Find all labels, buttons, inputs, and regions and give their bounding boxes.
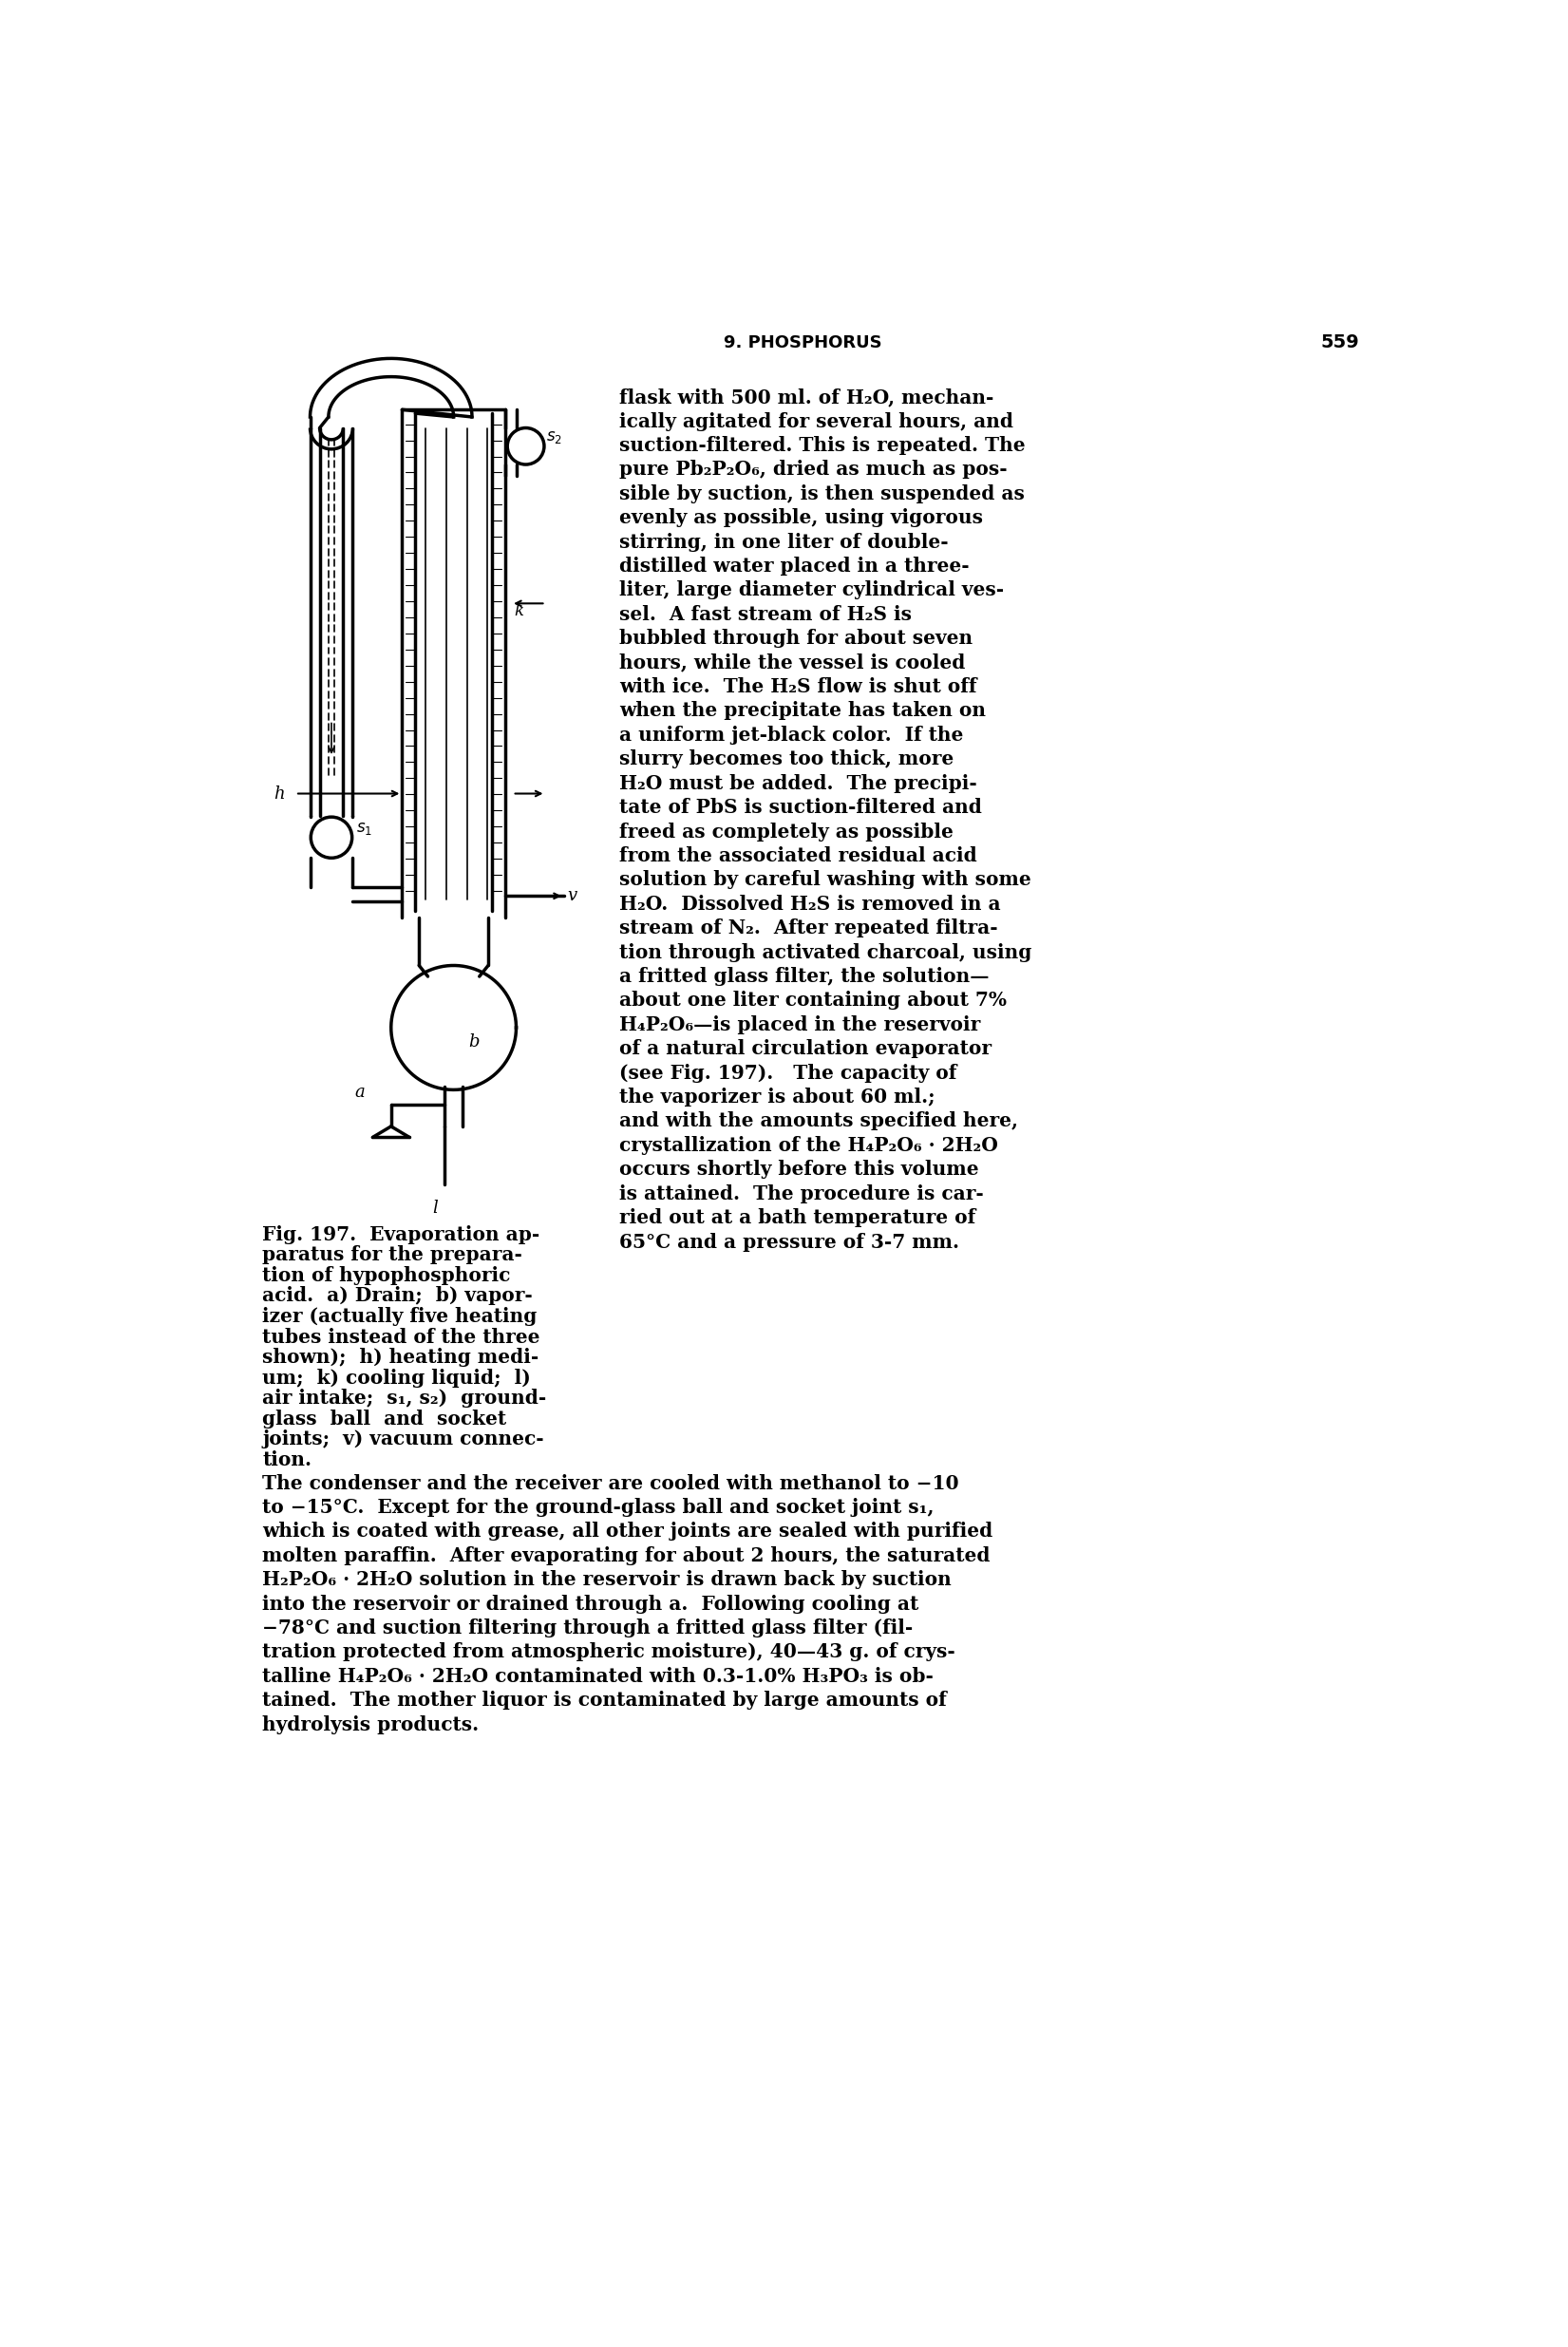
Text: tration protected from atmospheric moisture), 40—43 g. of crys-: tration protected from atmospheric moist… — [262, 1643, 955, 1662]
Text: acid.  a) Drain;  b) vapor-: acid. a) Drain; b) vapor- — [262, 1286, 533, 1305]
Text: molten paraffin.  After evaporating for about 2 hours, the saturated: molten paraffin. After evaporating for a… — [262, 1547, 991, 1565]
Text: about one liter containing about 7%: about one liter containing about 7% — [619, 990, 1007, 1009]
Text: pure Pb₂P₂O₆, dried as much as pos-: pure Pb₂P₂O₆, dried as much as pos- — [619, 460, 1007, 479]
Text: −78°C and suction filtering through a fritted glass filter (fil-: −78°C and suction filtering through a fr… — [262, 1619, 913, 1638]
Text: shown);  h) heating medi-: shown); h) heating medi- — [262, 1347, 539, 1366]
Text: tion of hypophosphoric: tion of hypophosphoric — [262, 1265, 511, 1286]
Text: bubbled through for about seven: bubbled through for about seven — [619, 629, 972, 648]
Text: tate of PbS is suction-filtered and: tate of PbS is suction-filtered and — [619, 798, 982, 817]
Text: distilled water placed in a three-: distilled water placed in a three- — [619, 556, 969, 575]
Text: glass  ball  and  socket: glass ball and socket — [262, 1411, 506, 1429]
Text: talline H₄P₂O₆ · 2H₂O contaminated with 0.3-1.0% H₃PO₃ is ob-: talline H₄P₂O₆ · 2H₂O contaminated with … — [262, 1666, 933, 1685]
Text: The condenser and the receiver are cooled with methanol to −10: The condenser and the receiver are coole… — [262, 1474, 960, 1493]
Text: 559: 559 — [1320, 333, 1359, 352]
Text: k: k — [514, 603, 524, 620]
Text: into the reservoir or drained through a.  Following cooling at: into the reservoir or drained through a.… — [262, 1594, 919, 1612]
Text: b: b — [469, 1033, 480, 1051]
Text: a: a — [354, 1084, 365, 1101]
Text: tion through activated charcoal, using: tion through activated charcoal, using — [619, 943, 1032, 962]
Text: 65°C and a pressure of 3-7 mm.: 65°C and a pressure of 3-7 mm. — [619, 1232, 960, 1251]
Text: suction-filtered. This is repeated. The: suction-filtered. This is repeated. The — [619, 437, 1025, 455]
Text: and with the amounts specified here,: and with the amounts specified here, — [619, 1112, 1018, 1131]
Text: solution by careful washing with some: solution by careful washing with some — [619, 871, 1032, 890]
Text: slurry becomes too thick, more: slurry becomes too thick, more — [619, 749, 953, 770]
Text: v: v — [568, 887, 577, 904]
Text: tubes instead of the three: tubes instead of the three — [262, 1328, 539, 1347]
Text: to −15°C.  Except for the ground-glass ball and socket joint s₁,: to −15°C. Except for the ground-glass ba… — [262, 1497, 935, 1516]
Text: flask with 500 ml. of H₂O, mechan-: flask with 500 ml. of H₂O, mechan- — [619, 387, 994, 406]
Text: freed as completely as possible: freed as completely as possible — [619, 821, 953, 840]
Text: air intake;  s₁, s₂)  ground-: air intake; s₁, s₂) ground- — [262, 1389, 547, 1408]
Text: hours, while the vessel is cooled: hours, while the vessel is cooled — [619, 652, 966, 671]
Text: sel.  A fast stream of H₂S is: sel. A fast stream of H₂S is — [619, 606, 911, 624]
Text: occurs shortly before this volume: occurs shortly before this volume — [619, 1159, 978, 1178]
Text: 9. PHOSPHORUS: 9. PHOSPHORUS — [724, 333, 883, 352]
Text: $s_1$: $s_1$ — [356, 821, 372, 838]
Text: tion.: tion. — [262, 1450, 312, 1469]
Text: tained.  The mother liquor is contaminated by large amounts of: tained. The mother liquor is contaminate… — [262, 1690, 947, 1711]
Text: evenly as possible, using vigorous: evenly as possible, using vigorous — [619, 509, 983, 528]
Text: ried out at a bath temperature of: ried out at a bath temperature of — [619, 1209, 975, 1227]
Text: H₂P₂O₆ · 2H₂O solution in the reservoir is drawn back by suction: H₂P₂O₆ · 2H₂O solution in the reservoir … — [262, 1570, 952, 1589]
Text: stirring, in one liter of double-: stirring, in one liter of double- — [619, 533, 949, 552]
Text: H₂O must be added.  The precipi-: H₂O must be added. The precipi- — [619, 775, 977, 793]
Text: from the associated residual acid: from the associated residual acid — [619, 847, 977, 866]
Text: when the precipitate has taken on: when the precipitate has taken on — [619, 702, 986, 721]
Text: joints;  v) vacuum connec-: joints; v) vacuum connec- — [262, 1429, 544, 1448]
Text: stream of N₂.  After repeated filtra-: stream of N₂. After repeated filtra- — [619, 918, 997, 939]
Text: sible by suction, is then suspended as: sible by suction, is then suspended as — [619, 483, 1024, 502]
Text: h: h — [273, 784, 284, 803]
Text: (see Fig. 197).   The capacity of: (see Fig. 197). The capacity of — [619, 1063, 956, 1082]
Text: is attained.  The procedure is car-: is attained. The procedure is car- — [619, 1185, 983, 1204]
Text: izer (actually five heating: izer (actually five heating — [262, 1307, 538, 1326]
Text: um;  k) cooling liquid;  l): um; k) cooling liquid; l) — [262, 1368, 532, 1387]
Text: H₄P₂O₆—is placed in the reservoir: H₄P₂O₆—is placed in the reservoir — [619, 1016, 980, 1035]
Text: H₂O.  Dissolved H₂S is removed in a: H₂O. Dissolved H₂S is removed in a — [619, 894, 1000, 913]
Text: of a natural circulation evaporator: of a natural circulation evaporator — [619, 1040, 991, 1058]
Text: ically agitated for several hours, and: ically agitated for several hours, and — [619, 411, 1013, 432]
Text: with ice.  The H₂S flow is shut off: with ice. The H₂S flow is shut off — [619, 678, 977, 697]
Text: liter, large diameter cylindrical ves-: liter, large diameter cylindrical ves- — [619, 580, 1004, 601]
Text: Fig. 197.  Evaporation ap-: Fig. 197. Evaporation ap- — [262, 1225, 539, 1244]
Text: crystallization of the H₄P₂O₆ · 2H₂O: crystallization of the H₄P₂O₆ · 2H₂O — [619, 1136, 999, 1155]
Text: which is coated with grease, all other joints are sealed with purified: which is coated with grease, all other j… — [262, 1521, 993, 1542]
Text: paratus for the prepara-: paratus for the prepara- — [262, 1246, 522, 1265]
Text: the vaporizer is about 60 ml.;: the vaporizer is about 60 ml.; — [619, 1087, 935, 1105]
Text: a uniform jet-black color.  If the: a uniform jet-black color. If the — [619, 725, 963, 744]
Text: $s_2$: $s_2$ — [546, 430, 563, 446]
Text: a fritted glass filter, the solution—: a fritted glass filter, the solution— — [619, 967, 989, 986]
Text: hydrolysis products.: hydrolysis products. — [262, 1716, 478, 1734]
Text: l: l — [433, 1199, 437, 1216]
